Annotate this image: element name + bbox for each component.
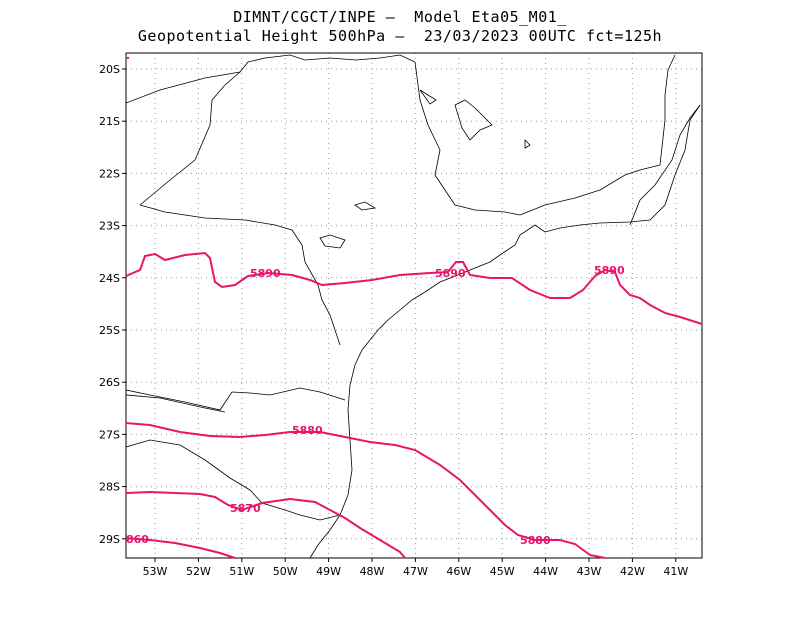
map-title-line2: Geopotential Height 500hPa – 23/03/2023 …: [137, 27, 663, 45]
state-border-sp-mg: [139, 71, 241, 206]
lon-label-41W: 41W: [663, 565, 688, 578]
lon-label-52W: 52W: [186, 565, 211, 578]
lon-label-51W: 51W: [229, 565, 254, 578]
lake-1: [454, 99, 493, 141]
es-border: [629, 104, 701, 226]
contour-5860: [125, 537, 236, 559]
lon-label-47W: 47W: [403, 565, 428, 578]
contour-5880: [125, 422, 606, 559]
latitude-tick-labels: 20S 21S 22S 23S 24S 25S 26S 27S 28S 29S: [99, 63, 126, 546]
lat-label-20S: 20S: [99, 63, 120, 76]
contour-label-5880-a: 5880: [292, 424, 323, 437]
lon-label-50W: 50W: [273, 565, 298, 578]
pr-interior: [317, 284, 341, 346]
state-border-sc-rs: [125, 439, 341, 521]
lon-label-49W: 49W: [316, 565, 341, 578]
lat-label-21S: 21S: [99, 115, 120, 128]
contour-labels: 5890 5890 5890 5880 5880 5870 860: [126, 264, 625, 547]
contour-label-5890-c: 5890: [594, 264, 625, 277]
lat-label-29S: 29S: [99, 533, 120, 546]
lake-2: [419, 89, 437, 105]
map-frame: [125, 52, 703, 559]
corner-marker: [126, 56, 130, 60]
lake-3: [319, 234, 346, 249]
lat-label-22S: 22S: [99, 167, 120, 180]
lon-label-42W: 42W: [620, 565, 645, 578]
coastline-and-borders: [125, 54, 701, 559]
lon-label-44W: 44W: [533, 565, 558, 578]
lat-label-26S: 26S: [99, 376, 120, 389]
state-border-sp-mg-east: [414, 61, 521, 216]
contour-5890: [125, 251, 703, 325]
argentina-border: [125, 394, 226, 413]
lake-4: [354, 201, 377, 211]
lat-label-24S: 24S: [99, 272, 120, 285]
longitude-tick-labels: 53W 52W 51W 50W 49W 48W 47W 46W 45W 44W 43W 42W 41W: [143, 558, 688, 578]
lon-label-43W: 43W: [577, 565, 602, 578]
lon-label-53W: 53W: [143, 565, 168, 578]
lat-label-27S: 27S: [99, 428, 120, 441]
state-border-north: [125, 54, 416, 104]
contour-lines: [125, 251, 703, 559]
contour-label-5890-a: 5890: [250, 267, 281, 280]
state-border-pr-sc: [125, 387, 346, 411]
contour-label-5890-b: 5890: [435, 267, 466, 280]
mg-rj-border: [519, 164, 661, 216]
contour-label-5880-b: 5880: [520, 534, 551, 547]
lat-lon-grid: [126, 53, 702, 558]
contour-label-5870: 5870: [230, 502, 261, 515]
state-border-sp-pr: [139, 204, 319, 286]
lat-label-28S: 28S: [99, 481, 120, 494]
lon-label-46W: 46W: [446, 565, 471, 578]
lon-label-48W: 48W: [360, 565, 385, 578]
coast-rs: [309, 514, 341, 559]
mg-east-boundary: [659, 54, 676, 166]
lat-label-25S: 25S: [99, 324, 120, 337]
coast-sp-rj: [339, 104, 701, 516]
lake-5: [524, 139, 531, 149]
contour-label-5860: 860: [126, 533, 149, 546]
lat-label-23S: 23S: [99, 220, 120, 233]
map-title-line1: DIMNT/CGCT/INPE – Model Eta05_M01_: [233, 8, 567, 26]
contour-5870: [125, 490, 406, 559]
lon-label-45W: 45W: [490, 565, 515, 578]
